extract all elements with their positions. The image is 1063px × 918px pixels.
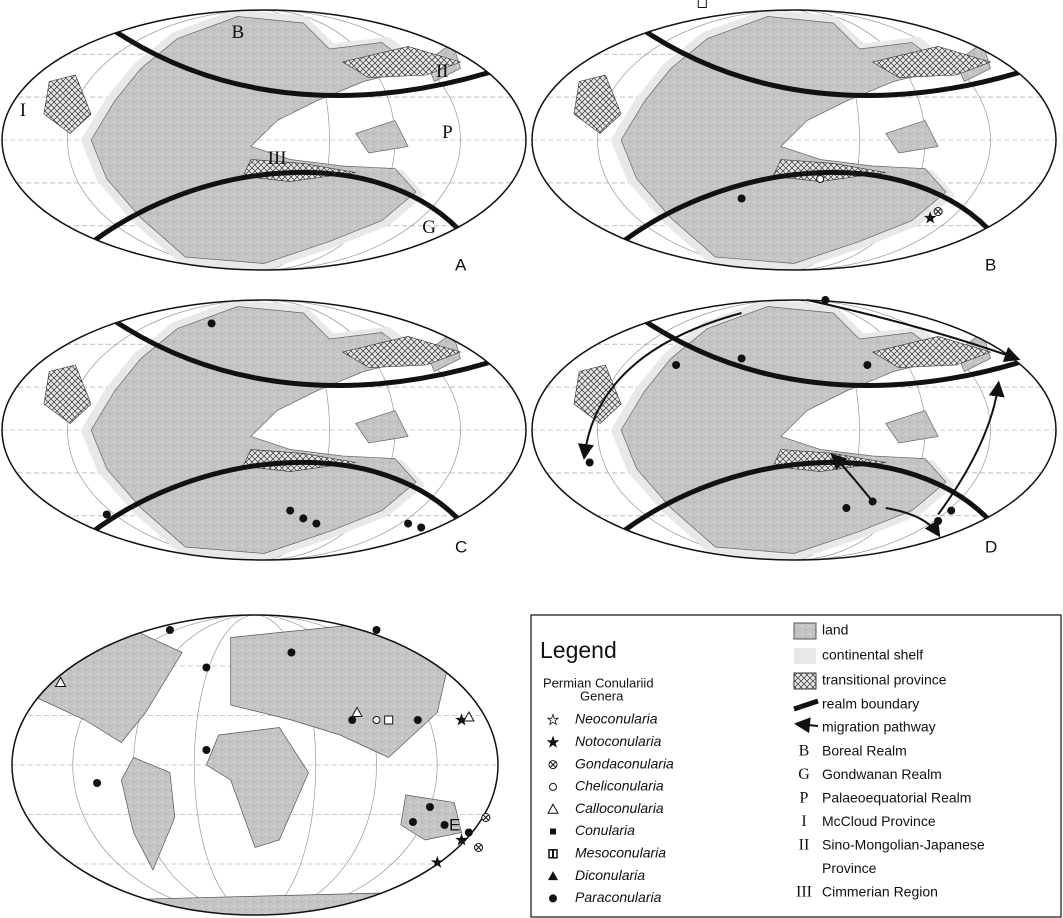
marker <box>863 361 871 369</box>
legend-swatch-shelf <box>794 648 816 664</box>
map-label: B <box>231 22 244 43</box>
map-panel: C <box>2 299 526 561</box>
marker <box>417 524 425 532</box>
legend-genus: Notoconularia <box>575 733 662 749</box>
marker <box>549 894 557 902</box>
marker <box>373 626 381 634</box>
map-label: II <box>436 61 449 82</box>
legend-title: Legend <box>540 637 617 663</box>
figure: ABCDEBIIIPIIIG LegendPermian ConulariidG… <box>0 0 1063 918</box>
marker <box>414 716 422 724</box>
marker <box>441 821 449 829</box>
marker <box>208 319 216 327</box>
legend-genus: Calloconularia <box>575 800 664 816</box>
marker <box>550 829 556 835</box>
legend-key: P <box>800 790 809 807</box>
marker <box>103 511 111 519</box>
legend-realm: McCloud Province <box>822 813 936 829</box>
marker <box>817 176 824 183</box>
legend-genus: Diconularia <box>575 867 645 883</box>
marker <box>93 779 101 787</box>
marker <box>404 520 412 528</box>
map-label: G <box>422 217 436 238</box>
legend-swatch-land <box>794 623 816 639</box>
marker <box>385 716 393 724</box>
marker <box>202 746 210 754</box>
legend-genus: Paraconularia <box>575 889 662 905</box>
legend-key: II <box>799 837 810 854</box>
marker <box>738 355 746 363</box>
map-label: I <box>20 100 26 121</box>
legend-genus: Cheliconularia <box>575 778 664 794</box>
marker <box>426 803 434 811</box>
legend-genus: Gondaconularia <box>575 755 674 771</box>
marker <box>409 818 417 826</box>
legend-realm: Boreal Realm <box>822 743 907 759</box>
legend-feature: continental shelf <box>822 647 923 663</box>
marker <box>373 717 380 724</box>
map-panel: B <box>532 0 1056 274</box>
marker <box>166 626 174 634</box>
legend-realm: Province <box>822 860 877 876</box>
marker <box>286 507 294 515</box>
legend-genus: Neoconularia <box>575 711 658 727</box>
legend-key: B <box>799 743 810 760</box>
marker <box>202 664 210 672</box>
marker <box>348 716 356 724</box>
legend-genus: Mesoconularia <box>575 845 666 861</box>
legend-realm: Gondwanan Realm <box>822 766 942 782</box>
marker <box>738 195 746 203</box>
panel-label: D <box>985 537 997 556</box>
marker <box>698 0 706 8</box>
legend-swatch-transitional <box>794 673 816 689</box>
legend-realm: Cimmerian Region <box>822 884 938 900</box>
legend-feature: migration pathway <box>822 719 936 735</box>
marker <box>586 459 594 467</box>
legend-genus: Conularia <box>575 822 635 838</box>
legend-key: G <box>798 766 810 783</box>
marker <box>842 504 850 512</box>
map-panel: D <box>532 296 1056 561</box>
legend-realm: Sino-Mongolian-Japanese <box>822 837 985 853</box>
legend-key: I <box>801 813 806 830</box>
panel-label: A <box>455 255 467 274</box>
panel-label: B <box>985 255 996 274</box>
panel-label: C <box>455 537 467 556</box>
map-label: P <box>442 122 453 143</box>
legend-realm: Palaeoequatorial Realm <box>822 790 971 806</box>
map-panel: E <box>12 615 498 915</box>
legend-feature: realm boundary <box>822 696 919 712</box>
legend-key: III <box>796 884 812 901</box>
legend-subtitle: Genera <box>580 688 624 703</box>
panel-label: E <box>449 815 460 834</box>
marker <box>947 507 955 515</box>
marker <box>312 520 320 528</box>
map-label: III <box>268 148 287 169</box>
marker <box>934 517 942 525</box>
legend-feature: transitional province <box>822 672 947 688</box>
marker <box>299 514 307 522</box>
marker <box>550 783 557 790</box>
legend-feature: land <box>822 622 848 638</box>
marker <box>465 829 473 837</box>
marker <box>287 649 295 657</box>
marker <box>672 361 680 369</box>
